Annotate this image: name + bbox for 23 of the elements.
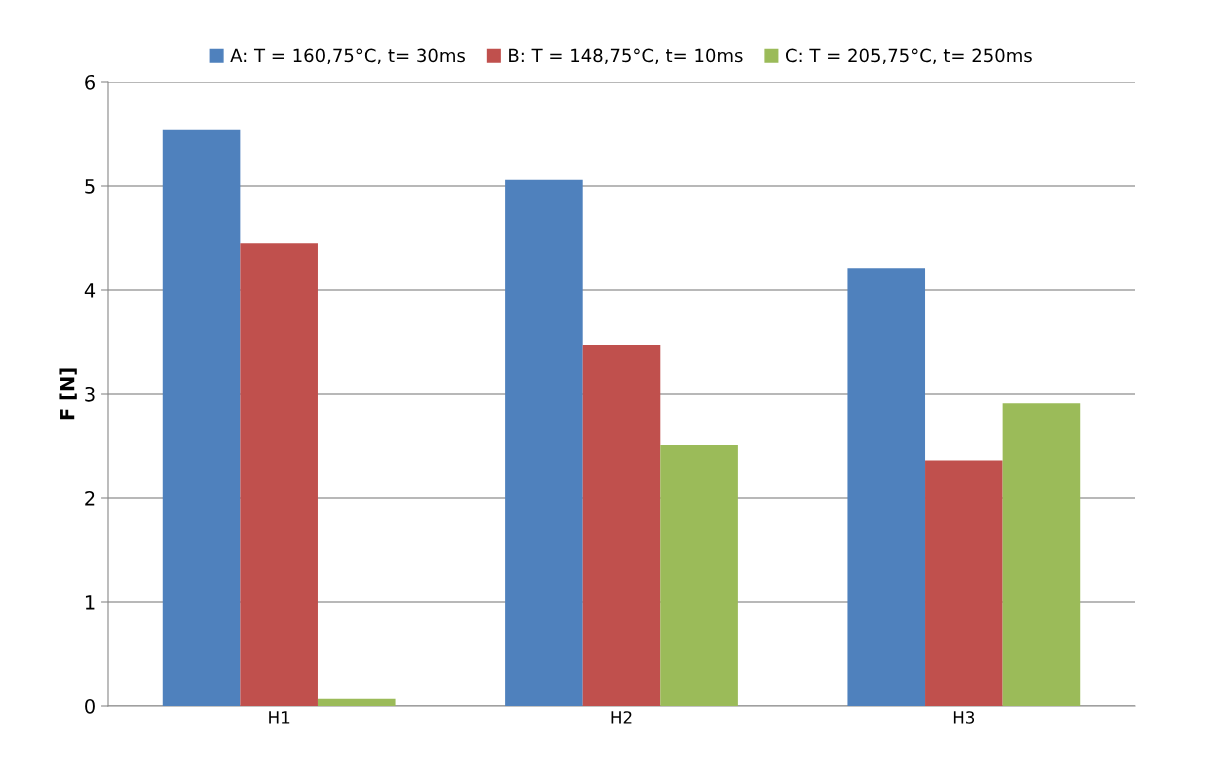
legend-label: C: T = 205,75°C, t= 250ms [785, 48, 1032, 65]
y-axis-title: F [N] [59, 368, 77, 420]
bar [240, 243, 318, 706]
y-tick-label: 3 [85, 386, 95, 402]
bar [660, 444, 738, 706]
bar [162, 129, 241, 706]
bar [582, 345, 661, 706]
legend-label: A: T = 160,75°C, t= 30ms [230, 48, 465, 65]
y-tick-label: 6 [85, 74, 95, 90]
y-tick-label: 1 [85, 595, 95, 610]
y-tick-label: 5 [85, 179, 95, 194]
bar [505, 179, 583, 706]
y-tick-label: 2 [85, 490, 95, 506]
y-tick-label: 0 [85, 698, 95, 714]
x-tick-label: H3 [953, 711, 975, 724]
y-tick-label: 4 [84, 283, 96, 298]
x-tick-label: H1 [269, 711, 290, 724]
bar [847, 268, 926, 706]
bar [317, 698, 396, 706]
bar [1002, 403, 1081, 706]
bar [925, 460, 1003, 706]
x-tick-label: H2 [611, 711, 632, 724]
legend-label: B: T = 148,75°C, t= 10ms [509, 48, 743, 65]
